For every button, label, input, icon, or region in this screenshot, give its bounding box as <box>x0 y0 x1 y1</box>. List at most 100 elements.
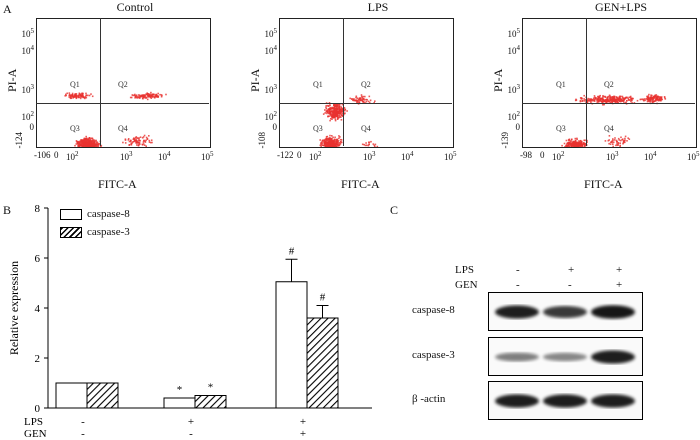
blot-row-label: caspase-8 <box>412 304 455 316</box>
quadrant-label: Q4 <box>118 124 128 133</box>
blot-row-label: β -actin <box>412 393 446 405</box>
legend-swatch-open <box>60 208 82 220</box>
quadrant-label: Q2 <box>361 80 371 89</box>
quadrant-gate-vertical <box>586 18 587 146</box>
flow-scatter <box>319 94 379 147</box>
x-axis-label: FITC-A <box>341 177 380 191</box>
y-tick-label: 105 <box>21 27 35 39</box>
blot-condition-value: + <box>568 264 575 276</box>
quadrant-label: Q3 <box>70 124 80 133</box>
flow-plot-area <box>522 18 697 148</box>
bar-caspase-3-2 <box>306 317 339 409</box>
blot-band <box>591 350 635 364</box>
y-tick-label: 102 <box>21 110 35 122</box>
flow-scatter <box>64 91 167 147</box>
flow-plot-area <box>36 18 211 148</box>
x-tick-label: 102 <box>552 150 565 162</box>
blot-bands <box>495 350 635 364</box>
panel-letter-b: B <box>3 203 12 217</box>
x-tick-label: -98 <box>520 150 532 160</box>
y-tick-label: -139 <box>500 132 510 149</box>
flow-plot-area <box>279 18 454 148</box>
x-tick-label: 105 <box>444 150 457 162</box>
significance-marker: * <box>177 384 183 396</box>
panel-letter-a: A <box>3 2 12 16</box>
blot-band <box>591 394 635 408</box>
y-tick-label: 102 <box>264 110 278 122</box>
blot-strip <box>488 337 643 376</box>
y-tick-label: 0 <box>272 122 278 132</box>
blot-condition-label: GEN <box>455 279 478 291</box>
blot-condition-value: + <box>616 279 623 291</box>
quadrant-gate-vertical <box>100 18 101 146</box>
x-tick-label: -106 <box>34 150 51 160</box>
legend-swatch-hatched <box>60 226 82 238</box>
x-tick-label: 0 <box>54 150 59 160</box>
flow-plot-title: LPS <box>367 0 389 14</box>
x-tick-label: 0 <box>540 150 545 160</box>
y-tick-label: 103 <box>264 83 278 95</box>
blot-strip <box>488 292 643 331</box>
legend-item-caspase-3: caspase-3 <box>60 226 130 238</box>
flow-plot-title: GEN+LPS <box>594 0 648 14</box>
x-tick-label: 103 <box>363 150 376 162</box>
condition-label: LPS <box>24 416 43 428</box>
y-tick-label: -108 <box>257 132 267 149</box>
y-tick-label: 0 <box>35 403 41 415</box>
condition-value: + <box>188 416 194 428</box>
bar-caspase-3-1 <box>194 395 227 409</box>
y-tick-label: 6 <box>35 253 41 265</box>
x-tick-label: 102 <box>309 150 322 162</box>
y-tick-label: 103 <box>21 83 35 95</box>
flow-scatter <box>561 93 667 147</box>
bar-caspase-8-0 <box>55 382 88 409</box>
y-tick-label: -124 <box>14 132 24 149</box>
x-tick-label: 105 <box>687 150 700 162</box>
quadrant-label: Q3 <box>313 124 323 133</box>
condition-value: + <box>300 416 306 428</box>
bar-caspase-8-2 <box>275 281 308 409</box>
quadrant-label: Q1 <box>70 80 80 89</box>
x-tick-label: -122 <box>277 150 294 160</box>
significance-marker: * <box>208 382 214 394</box>
blot-band <box>495 305 539 319</box>
y-tick-label: 0 <box>29 122 35 132</box>
blot-condition-label: LPS <box>455 264 474 276</box>
blot-bands <box>495 394 635 408</box>
y-tick-label: 103 <box>507 83 521 95</box>
blot-band <box>591 305 635 319</box>
y-tick-label: 102 <box>507 110 521 122</box>
x-tick-label: 104 <box>644 150 657 162</box>
y-tick-label: 104 <box>264 44 278 56</box>
blot-band <box>543 306 587 318</box>
legend-label: caspase-8 <box>87 208 130 220</box>
blot-band <box>495 394 539 408</box>
blot-strip <box>488 381 643 420</box>
quadrant-label: Q1 <box>556 80 566 89</box>
quadrant-label: Q4 <box>604 124 614 133</box>
x-tick-label: 103 <box>120 150 133 162</box>
condition-value: - <box>81 428 85 440</box>
significance-marker: # <box>320 292 326 304</box>
condition-value: + <box>300 428 306 440</box>
x-tick-label: 104 <box>158 150 171 162</box>
bar-caspase-3-0 <box>86 382 119 409</box>
legend-label: caspase-3 <box>87 226 130 238</box>
significance-marker: # <box>289 245 295 257</box>
x-tick-label: 102 <box>66 150 79 162</box>
flow-plot-title: Control <box>116 0 154 14</box>
quadrant-gate-vertical <box>343 18 344 146</box>
y-tick-label: 4 <box>35 303 41 315</box>
blot-condition-value: - <box>568 279 572 291</box>
x-tick-label: 104 <box>401 150 414 162</box>
panel-letter-c: C <box>390 203 399 217</box>
blot-band <box>543 352 587 362</box>
y-axis-title: Relative expression <box>7 261 21 355</box>
condition-value: - <box>189 428 193 440</box>
blot-condition-value: + <box>616 264 623 276</box>
quadrant-label: Q2 <box>604 80 614 89</box>
quadrant-label: Q2 <box>118 80 128 89</box>
x-tick-label: 103 <box>606 150 619 162</box>
x-tick-label: 0 <box>297 150 302 160</box>
